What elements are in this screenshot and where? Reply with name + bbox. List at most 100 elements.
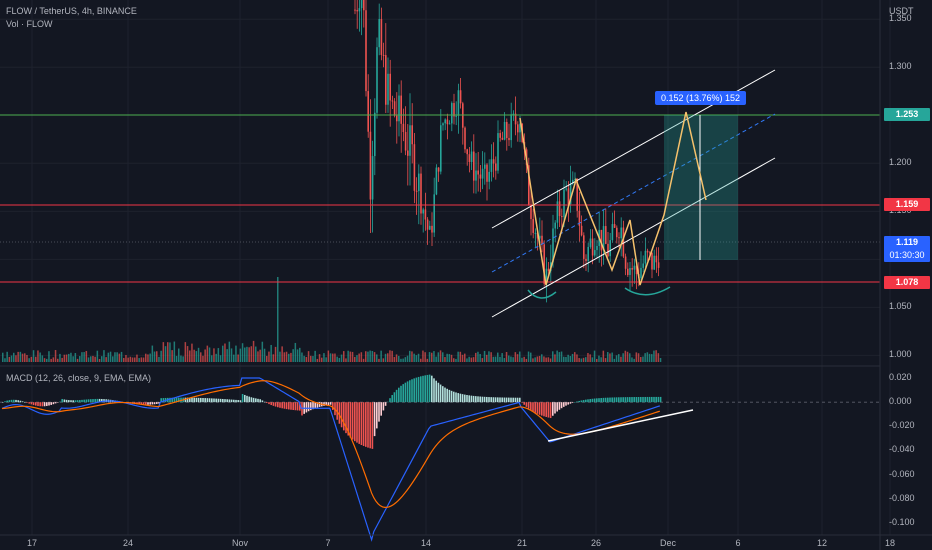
macd-histogram-bar <box>554 402 556 414</box>
candle-body <box>503 122 506 140</box>
volume-bar <box>43 358 46 362</box>
macd-histogram-bar <box>213 398 215 403</box>
candle-body <box>653 255 655 270</box>
volume-bar <box>358 353 360 362</box>
volume-bar <box>558 352 561 362</box>
volume-bar <box>492 356 495 362</box>
candle-body <box>501 137 504 140</box>
candle-body <box>385 55 387 105</box>
macd-histogram-bar <box>8 400 11 403</box>
candle-body <box>365 10 367 92</box>
macd-histogram-bar <box>244 394 246 403</box>
volume-bar <box>285 351 288 362</box>
macd-histogram-bar <box>510 397 512 403</box>
volume-bar <box>404 357 407 362</box>
volume-bar <box>655 350 657 362</box>
candle-body <box>413 144 416 191</box>
volume-bar <box>178 348 180 362</box>
volume-bar <box>497 352 499 362</box>
candle-body <box>477 170 479 175</box>
macd-histogram-bar <box>65 399 68 403</box>
price-tag-current: 1.119 01:30:30 <box>884 236 930 262</box>
measure-label: 0.152 (13.76%) 152 <box>655 91 747 105</box>
volume-bar <box>224 343 226 362</box>
candle-body <box>532 219 534 233</box>
macd-histogram-bar <box>589 399 591 403</box>
candle-body <box>484 164 486 169</box>
macd-histogram-bar <box>314 402 316 409</box>
volume-bar <box>620 356 622 362</box>
candle-body <box>543 244 545 284</box>
volume-bar <box>8 356 11 362</box>
macd-histogram-bar <box>257 398 259 403</box>
macd-histogram-bar <box>147 402 149 405</box>
macd-histogram-bar <box>365 402 367 447</box>
volume-bar <box>175 355 178 362</box>
volume-bar <box>123 357 125 362</box>
macd-histogram-bar <box>426 374 429 403</box>
macd-histogram-bar <box>305 402 308 413</box>
volume-bar <box>457 351 459 362</box>
macd-histogram-bar <box>444 387 446 403</box>
macd-histogram-bar <box>2 402 4 403</box>
volume-bar <box>395 354 398 362</box>
volume-bar <box>413 353 415 362</box>
volume-bar <box>415 355 418 362</box>
volume-bar <box>530 352 532 362</box>
volume-bar <box>162 342 165 362</box>
volume-bar <box>6 351 8 362</box>
macd-histogram-bar <box>222 398 224 403</box>
volume-bar <box>142 357 145 362</box>
volume-bar <box>343 351 345 362</box>
macd-histogram-bar <box>620 397 622 403</box>
volume-bar <box>516 354 519 362</box>
macd-histogram-bar <box>17 400 19 403</box>
volume-bar <box>241 343 244 362</box>
macd-histogram-bar <box>250 397 253 403</box>
macd-histogram-bar <box>171 397 173 403</box>
candle-body <box>514 113 517 125</box>
candle-body <box>466 149 468 155</box>
macd-histogram-bar <box>523 402 525 405</box>
volume-bar <box>138 358 140 362</box>
macd-histogram-bar <box>466 394 468 403</box>
volume-bar <box>424 352 426 362</box>
macd-histogram-bar <box>138 402 140 405</box>
volume-bar <box>567 354 569 362</box>
macd-histogram-bar <box>70 400 72 403</box>
macd-histogram-bar <box>373 402 376 437</box>
volume-bar <box>250 346 253 362</box>
price-tick-label: 1.000 <box>889 349 912 360</box>
volume-bar <box>24 353 26 362</box>
volume-bar <box>83 352 85 362</box>
volume-bar <box>604 358 607 362</box>
volume-bar <box>79 356 81 362</box>
macd-histogram-bar <box>380 402 382 416</box>
volume-bar <box>479 353 481 362</box>
volume-bar <box>646 352 649 362</box>
macd-histogram-bar <box>230 399 233 403</box>
macd-histogram-bar <box>415 377 418 403</box>
volume-bar <box>37 350 39 362</box>
candle-body <box>492 159 495 164</box>
candle-body <box>389 73 391 101</box>
macd-histogram-bar <box>657 396 660 403</box>
volume-bar <box>261 341 264 362</box>
macd-histogram-bar <box>74 400 77 403</box>
volume-bar <box>378 358 380 362</box>
macd-histogram-bar <box>15 399 17 403</box>
volume-bar <box>195 351 198 362</box>
macd-histogram-bar <box>197 397 200 403</box>
macd-histogram-bar <box>63 399 66 403</box>
volume-bar <box>182 356 184 362</box>
volume-bar <box>433 351 435 362</box>
volume-bar <box>468 356 470 362</box>
macd-histogram-bar <box>486 396 488 403</box>
volume-bar <box>464 353 466 362</box>
macd-histogram-bar <box>211 398 213 403</box>
macd-histogram-bar <box>411 379 413 403</box>
macd-histogram-bar <box>497 397 499 403</box>
volume-bar <box>589 354 591 362</box>
volume-bar <box>17 351 19 362</box>
